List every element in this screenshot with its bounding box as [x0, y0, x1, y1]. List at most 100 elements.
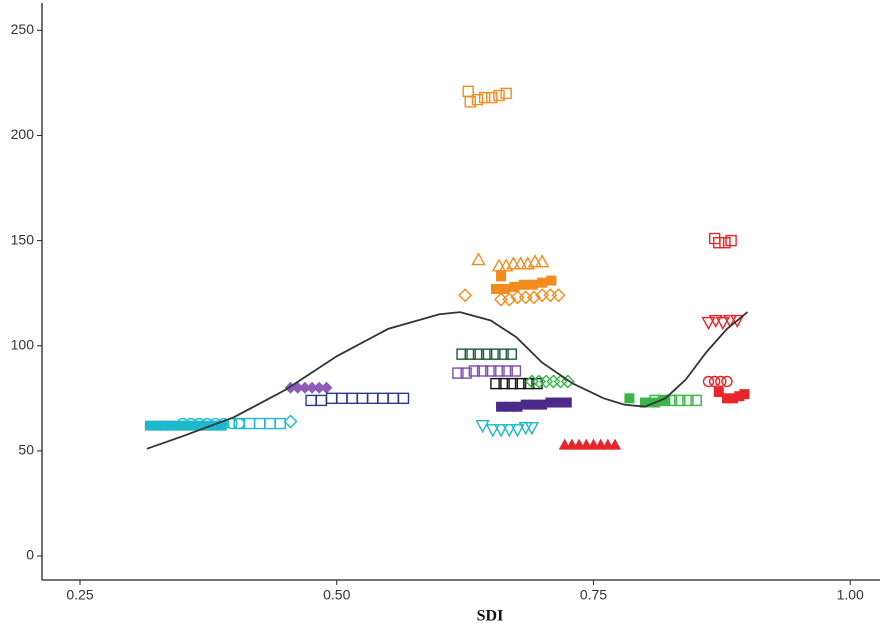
marker — [721, 393, 732, 404]
marker — [468, 365, 481, 377]
marker — [624, 393, 635, 404]
marker — [490, 283, 501, 294]
marker — [216, 420, 227, 431]
marker — [713, 237, 725, 249]
marker — [504, 401, 515, 412]
marker — [546, 275, 557, 286]
x-tick-label: 0.50 — [323, 587, 350, 603]
marker — [725, 234, 737, 247]
marker — [320, 381, 333, 394]
marker — [472, 348, 485, 360]
marker — [460, 367, 472, 379]
marker — [551, 288, 566, 303]
marker — [510, 424, 525, 438]
marker — [233, 417, 245, 430]
marker — [518, 290, 533, 305]
marker — [202, 420, 213, 431]
marker — [458, 288, 473, 303]
marker — [497, 348, 509, 360]
marker — [730, 314, 745, 328]
marker — [476, 365, 489, 377]
marker — [478, 91, 491, 104]
marker — [356, 392, 369, 405]
marker — [498, 377, 510, 390]
marker — [660, 395, 671, 406]
marker — [528, 399, 539, 410]
marker — [243, 417, 256, 430]
marker — [546, 374, 561, 389]
marker — [489, 348, 501, 360]
x-tick-label: 1.00 — [837, 587, 864, 603]
marker — [500, 283, 511, 294]
marker — [152, 420, 163, 431]
marker — [520, 399, 531, 410]
marker — [708, 375, 721, 388]
marker — [493, 424, 509, 438]
y-tick-label: 50 — [18, 442, 34, 458]
marker — [500, 87, 512, 100]
marker — [501, 365, 513, 377]
x-axis-label: SDI — [477, 608, 504, 625]
marker — [464, 348, 476, 360]
marker — [387, 392, 399, 405]
marker — [496, 401, 507, 412]
marker — [506, 377, 519, 390]
marker — [475, 419, 490, 434]
y-tick-label: 100 — [11, 336, 35, 352]
marker — [176, 417, 189, 430]
marker — [462, 85, 474, 98]
marker — [534, 254, 550, 268]
y-tick-label: 200 — [11, 126, 35, 142]
marker — [485, 365, 497, 377]
marker — [490, 377, 502, 390]
marker — [187, 420, 198, 431]
marker — [264, 417, 276, 430]
marker — [201, 417, 214, 430]
marker — [719, 237, 731, 249]
marker — [674, 394, 686, 407]
marker — [493, 89, 505, 102]
y-tick-label: 0 — [26, 547, 34, 563]
marker — [298, 381, 311, 394]
marker — [493, 365, 505, 377]
marker — [524, 422, 540, 436]
marker — [509, 281, 520, 292]
x-tick-label: 0.75 — [580, 587, 607, 603]
marker — [325, 392, 338, 405]
marker — [682, 394, 694, 407]
marker — [739, 389, 750, 400]
marker — [209, 417, 222, 430]
marker — [537, 399, 548, 410]
marker — [496, 271, 507, 282]
marker — [665, 394, 678, 407]
marker — [485, 424, 501, 438]
marker — [397, 392, 410, 405]
fit-line — [146, 311, 749, 450]
marker — [715, 375, 727, 388]
marker — [491, 258, 507, 272]
marker — [195, 420, 206, 431]
marker — [708, 232, 721, 245]
y-tick-label: 150 — [11, 231, 35, 247]
marker — [526, 290, 541, 305]
marker — [721, 375, 733, 388]
marker — [513, 256, 528, 270]
marker — [518, 279, 529, 290]
marker — [505, 348, 518, 360]
marker — [306, 381, 319, 394]
marker — [722, 314, 738, 328]
marker — [561, 397, 572, 408]
marker — [471, 252, 486, 266]
y-tick-label: 250 — [11, 21, 35, 37]
marker — [506, 256, 521, 270]
x-tick-label: 0.25 — [66, 587, 93, 603]
marker — [527, 254, 543, 268]
marker — [336, 392, 348, 405]
marker — [609, 438, 622, 450]
marker — [452, 367, 464, 379]
marker — [159, 420, 170, 431]
marker — [456, 348, 468, 360]
marker — [537, 277, 548, 288]
